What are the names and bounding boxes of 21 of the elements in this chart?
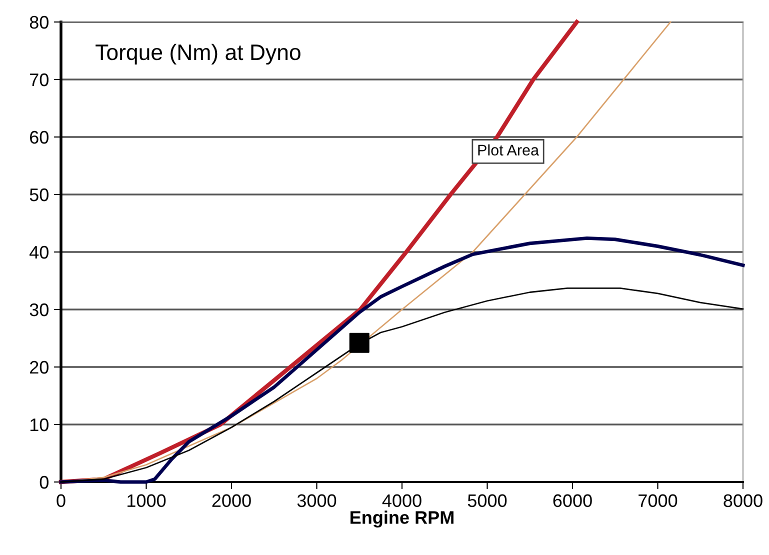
x-tick-label: 4000 [382,494,422,508]
x-tick-label: 5000 [468,494,507,508]
x-tick-label: 2000 [212,494,251,508]
x-tick-label: 3000 [297,494,336,508]
y-tick-label: 70 [30,73,48,86]
y-tick-label: 60 [30,130,48,144]
text: Torque (Nm) at Dyno [96,44,300,65]
y-tick-label: 20 [30,360,48,374]
x-tick-label: 6000 [553,494,592,508]
y-tick-label: 30 [30,303,48,316]
y-tick-label: 0 [40,476,48,489]
x-tick-label: 7000 [638,494,678,508]
y-tick-label: 50 [30,188,48,202]
y-tick-label: 10 [30,418,48,432]
x-axis-title: Engine RPM [350,510,454,528]
x-tick-label: 8000 [724,494,762,508]
y-tick-label: 80 [30,16,48,29]
x-tick-label: 0 [56,494,66,508]
y-tick-label: 40 [30,246,48,259]
annotation: Plot Area [478,144,540,156]
x-tick-label: 1000 [128,494,166,508]
